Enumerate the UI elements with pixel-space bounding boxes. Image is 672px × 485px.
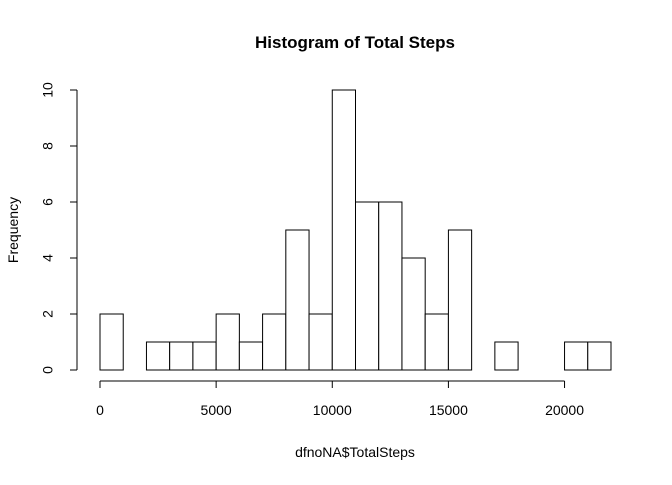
- y-axis: 0 2 4 6 8 10: [40, 82, 78, 374]
- histogram-bar-10: [331, 89, 357, 371]
- y-tick-label: 2: [40, 310, 56, 318]
- histogram-bar-13: [401, 257, 426, 371]
- y-tick-label: 10: [40, 82, 56, 98]
- y-tick-label: 8: [40, 142, 56, 150]
- histogram-bar-4: [192, 341, 217, 371]
- x-tick-label: 15000: [429, 402, 468, 418]
- histogram-bar-8: [285, 229, 310, 371]
- histogram-bar-20: [564, 341, 589, 371]
- histogram-bar-6: [238, 341, 264, 371]
- x-tick-label: 10000: [313, 402, 352, 418]
- x-tick-label: 20000: [545, 402, 584, 418]
- y-axis-label: Frequency: [5, 197, 21, 263]
- histogram-bar-3: [169, 341, 194, 371]
- histogram-bar-5: [215, 313, 240, 371]
- x-tick-label: 0: [96, 402, 104, 418]
- y-tick-label: 4: [40, 254, 56, 262]
- histogram-bar-12: [378, 201, 403, 371]
- histogram-bar-2: [145, 341, 171, 371]
- x-tick-label: 5000: [201, 402, 232, 418]
- histogram-bar-15: [447, 229, 473, 371]
- histogram-bars: [99, 89, 612, 371]
- y-tick-label: 6: [40, 198, 56, 206]
- histogram-bar-7: [262, 313, 287, 371]
- x-axis: 0 5000 10000 15000 20000: [96, 380, 584, 418]
- histogram-bar-14: [424, 313, 449, 371]
- histogram-bar-17: [494, 341, 519, 371]
- x-axis-label: dfnoNA$TotalSteps: [295, 444, 415, 460]
- histogram-bar-9: [308, 313, 333, 371]
- histogram-bar-21: [587, 341, 612, 371]
- histogram-bar-0: [99, 313, 124, 371]
- histogram-bar-11: [355, 201, 380, 371]
- chart-title: Histogram of Total Steps: [255, 33, 455, 52]
- y-tick-label: 0: [40, 366, 56, 374]
